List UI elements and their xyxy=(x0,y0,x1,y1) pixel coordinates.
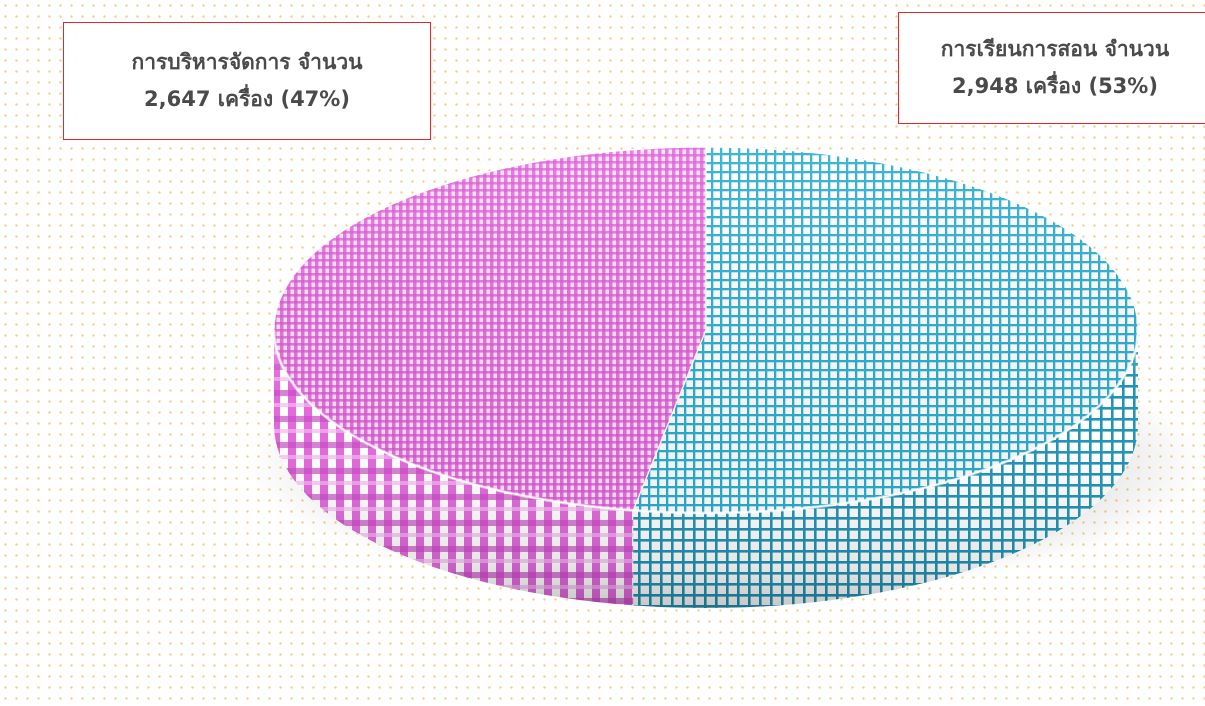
slice-label-admin: การบริหารจัดการ จำนวน 2,647 เครื่อง (47%… xyxy=(63,22,431,140)
slice-top-shade-admin xyxy=(274,147,706,511)
slice-top-shade-teaching xyxy=(633,147,1139,513)
slice-label-admin-line1: การบริหารจัดการ จำนวน xyxy=(131,50,363,74)
pie-rim-highlight xyxy=(272,329,1140,515)
slice-label-teaching: การเรียนการสอน จำนวน 2,948 เครื่อง (53%) xyxy=(898,12,1205,124)
slice-label-admin-line2: 2,647 เครื่อง (47%) xyxy=(144,87,350,111)
slice-side-shade-admin xyxy=(274,330,634,606)
slice-side-shade-teaching xyxy=(633,330,1138,608)
slice-label-teaching-line2: 2,948 เครื่อง (53%) xyxy=(952,74,1158,98)
slice-label-teaching-line1: การเรียนการสอน จำนวน xyxy=(940,37,1170,61)
